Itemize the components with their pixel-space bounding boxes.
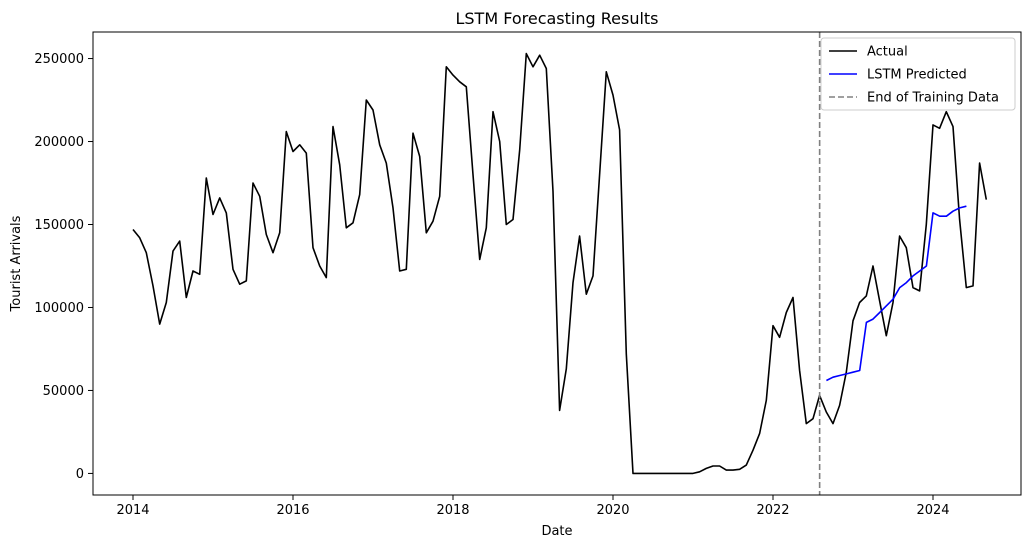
legend-label: LSTM Predicted — [867, 68, 967, 83]
legend-label: Actual — [867, 45, 908, 60]
x-tick-label: 2022 — [756, 503, 789, 518]
plot-frame — [92, 31, 1022, 496]
legend: Actual LSTM Predicted End of Training Data — [820, 37, 1016, 111]
legend-label: End of Training Data — [867, 91, 999, 106]
y-tick-label: 250000 — [34, 52, 84, 67]
x-tick-label: 2020 — [596, 503, 629, 518]
x-tick-label: 2024 — [916, 503, 949, 518]
axis-ticks: 2014 2016 2018 2020 2022 2024 0 50000 100000 1500… — [34, 52, 949, 518]
y-tick-label: 100000 — [34, 301, 84, 316]
y-tick-label: 150000 — [34, 218, 84, 233]
y-tick-label: 50000 — [43, 384, 84, 399]
y-tick-label: 200000 — [34, 135, 84, 150]
x-tick-label: 2016 — [276, 503, 309, 518]
legend-box — [820, 37, 1016, 111]
x-tick-label: 2018 — [436, 503, 469, 518]
series-line-0 — [132, 52, 988, 475]
chart-title: LSTM Forecasting Results — [455, 9, 658, 28]
x-tick-label: 2014 — [116, 503, 149, 518]
x-axis-label: Date — [541, 524, 572, 539]
y-tick-label: 0 — [76, 467, 84, 482]
series-line-1 — [826, 205, 967, 382]
y-axis-label: Tourist Arrivals — [9, 215, 24, 312]
plot-area — [132, 32, 988, 495]
